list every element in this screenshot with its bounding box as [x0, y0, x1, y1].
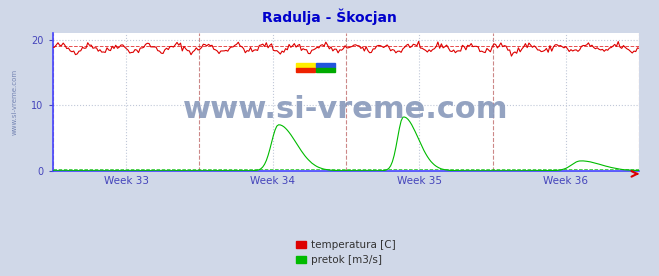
Text: www.si-vreme.com: www.si-vreme.com — [183, 94, 509, 124]
Bar — [316, 68, 335, 72]
Bar — [296, 63, 315, 68]
Text: www.si-vreme.com: www.si-vreme.com — [12, 69, 18, 135]
Text: Radulja - Škocjan: Radulja - Škocjan — [262, 8, 397, 25]
Bar — [316, 63, 335, 68]
Legend: temperatura [C], pretok [m3/s]: temperatura [C], pretok [m3/s] — [292, 236, 400, 269]
Bar — [296, 68, 315, 72]
